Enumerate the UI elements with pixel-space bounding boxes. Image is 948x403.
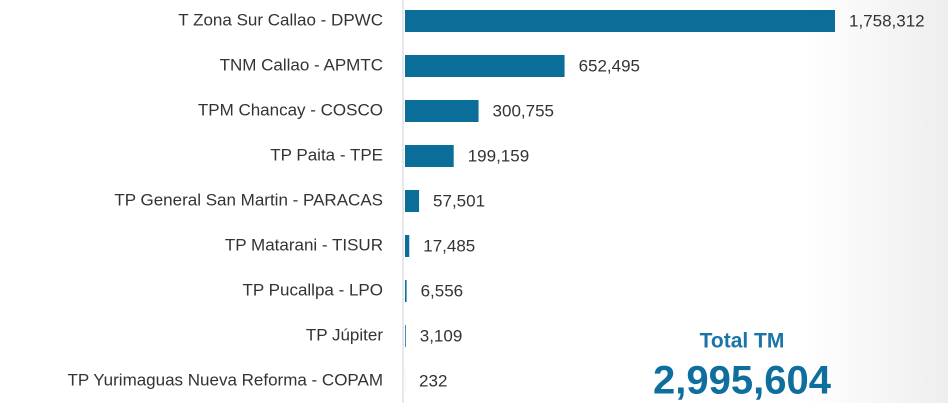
bar bbox=[405, 100, 479, 122]
category-label: TP Pucallpa - LPO bbox=[243, 280, 383, 299]
data-label: 1,758,312 bbox=[849, 11, 925, 30]
category-label: TP Matarani - TISUR bbox=[225, 235, 383, 254]
data-label: 3,109 bbox=[420, 326, 463, 345]
bar bbox=[405, 55, 565, 77]
bar bbox=[405, 10, 835, 32]
bar bbox=[405, 235, 410, 257]
bar bbox=[405, 190, 420, 212]
data-label: 300,755 bbox=[493, 101, 554, 120]
data-label: 232 bbox=[419, 371, 447, 390]
data-label: 57,501 bbox=[433, 191, 485, 210]
total-label: Total TM bbox=[700, 330, 785, 353]
category-label: T Zona Sur Callao - DPWC bbox=[178, 10, 383, 29]
total-value: 2,995,604 bbox=[653, 359, 832, 403]
category-label: TP Yurimaguas Nueva Reforma - COPAM bbox=[67, 370, 383, 389]
bar bbox=[405, 280, 407, 302]
category-label: TP Paita - TPE bbox=[270, 145, 383, 164]
bar bbox=[405, 145, 454, 167]
category-label: TNM Callao - APMTC bbox=[220, 55, 383, 74]
category-label: TP General San Martin - PARACAS bbox=[114, 190, 383, 209]
data-label: 652,495 bbox=[579, 56, 640, 75]
category-label: TP Júpiter bbox=[306, 325, 384, 344]
category-label: TPM Chancay - COSCO bbox=[198, 100, 383, 119]
data-label: 6,556 bbox=[421, 281, 464, 300]
data-label: 17,485 bbox=[423, 236, 475, 255]
data-label: 199,159 bbox=[468, 146, 529, 165]
bar bbox=[405, 325, 406, 347]
